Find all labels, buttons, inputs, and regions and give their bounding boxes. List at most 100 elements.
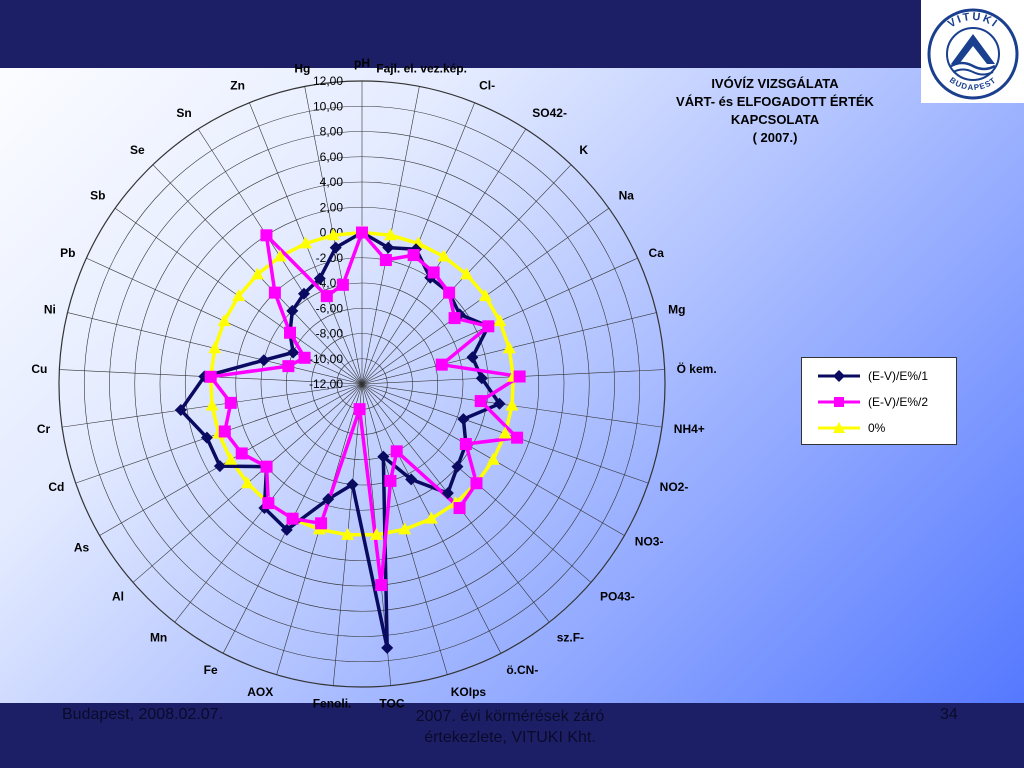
- legend-symbol-diamond: [818, 370, 860, 382]
- category-label: Fenoli.: [313, 697, 352, 711]
- category-label: Se: [130, 143, 145, 157]
- data-point-square: [260, 229, 273, 242]
- category-label: pH: [354, 56, 370, 70]
- vituki-logo: VITUKI BUDAPEST: [921, 0, 1024, 103]
- data-point-square: [474, 395, 487, 408]
- data-point-square: [286, 512, 299, 525]
- category-label: Al: [112, 589, 124, 603]
- data-point-square: [262, 497, 275, 510]
- data-point-square: [224, 396, 237, 409]
- data-point-triangle: [437, 249, 451, 262]
- data-point-diamond: [200, 431, 213, 444]
- data-point-triangle: [505, 398, 519, 411]
- data-point-square: [448, 312, 461, 325]
- data-point-square: [375, 579, 388, 592]
- data-point-diamond: [174, 404, 187, 417]
- data-point-square: [427, 266, 440, 279]
- data-point-triangle: [232, 289, 246, 302]
- category-label: Cr: [37, 422, 51, 436]
- radial-tick-label: -8,00: [316, 327, 344, 341]
- data-point-square: [470, 477, 483, 490]
- category-label: sz.F-: [557, 631, 584, 645]
- data-point-square: [390, 445, 403, 458]
- radar-grid: [58, 80, 666, 688]
- data-point-square: [204, 370, 217, 383]
- data-point-triangle: [299, 236, 313, 249]
- page-number: 34: [940, 706, 958, 723]
- category-label: Cu: [31, 362, 47, 376]
- legend-entry: (E-V)/E%/1: [802, 366, 956, 386]
- data-point-triangle: [273, 249, 287, 262]
- data-point-diamond: [329, 241, 342, 254]
- data-point-triangle: [398, 522, 412, 535]
- data-point-square: [353, 403, 366, 416]
- data-point-triangle: [326, 228, 340, 241]
- category-label: NO2-: [660, 480, 689, 494]
- radial-tick-label: -6,00: [316, 301, 344, 315]
- category-label: Sb: [90, 188, 105, 202]
- data-point-diamond: [280, 523, 293, 536]
- data-point-diamond: [322, 493, 335, 506]
- chart-title: IVÓVÍZ VIZSGÁLATA VÁRT- és ELFOGADOTT ÉR…: [620, 75, 930, 147]
- chart-title-line: KAPCSOLATA: [730, 112, 820, 127]
- data-point-square: [320, 290, 333, 303]
- category-label: Mn: [150, 631, 167, 645]
- data-point-square: [336, 278, 349, 291]
- legend-entry: 0%: [802, 418, 956, 438]
- data-point-square: [298, 351, 311, 364]
- data-point-triangle: [460, 267, 474, 280]
- data-point-triangle: [341, 527, 355, 540]
- footer-event: 2007. évi körmérések záró értekezlete, V…: [360, 706, 660, 748]
- data-point-square: [443, 286, 456, 299]
- data-point-diamond: [286, 304, 299, 317]
- data-point-square: [511, 431, 524, 444]
- data-point-diamond: [405, 473, 418, 486]
- category-label: KOIps: [451, 685, 487, 699]
- data-series: [174, 225, 526, 654]
- chart-title-line: IVÓVÍZ VIZSGÁLATA: [711, 76, 839, 91]
- data-point-diamond: [451, 460, 464, 473]
- chart-title-line: ( 2007.): [752, 130, 798, 145]
- data-point-square: [218, 425, 231, 438]
- radial-tick-labels: 12,0010,008,006,004,002,000,00-2,00-4,00…: [309, 74, 343, 391]
- category-label: Zn: [230, 79, 245, 93]
- data-point-square: [282, 360, 295, 373]
- data-point-diamond: [441, 487, 454, 500]
- radial-tick-label: 6,00: [320, 150, 344, 164]
- category-label: NO3-: [635, 535, 664, 549]
- data-point-square: [513, 370, 526, 383]
- data-point-triangle: [493, 314, 507, 327]
- data-point-diamond: [382, 241, 395, 254]
- data-point-square: [453, 502, 466, 515]
- category-label: Sn: [176, 106, 191, 120]
- data-point-triangle: [250, 267, 264, 280]
- legend-symbol-square: [818, 397, 860, 407]
- top-banner: [0, 0, 1024, 68]
- radial-tick-label: -12,00: [309, 377, 343, 391]
- category-label: NH4+: [674, 422, 705, 436]
- legend-label: (E-V)/E%/2: [868, 395, 929, 409]
- bottom-banner: [0, 703, 1024, 768]
- data-point-triangle: [502, 341, 516, 354]
- data-point-diamond: [475, 372, 488, 385]
- category-label: ö.CN-: [506, 663, 538, 677]
- radial-tick-label: 12,00: [313, 74, 343, 88]
- data-point-square: [284, 326, 297, 339]
- chart-title-line: VÁRT- és ELFOGADOTT ÉRTÉK: [676, 94, 874, 109]
- data-point-square: [407, 249, 420, 262]
- data-point-diamond: [346, 478, 359, 491]
- data-point-diamond: [313, 272, 326, 285]
- radial-tick-label: 4,00: [320, 175, 344, 189]
- footer-date: Budapest, 2008.02.07.: [62, 706, 224, 723]
- category-label: K: [579, 143, 588, 157]
- data-point-triangle: [384, 228, 398, 241]
- legend-label: 0%: [868, 421, 886, 435]
- category-label: Pb: [60, 246, 75, 260]
- data-point-square: [356, 226, 368, 239]
- data-point-square: [235, 447, 248, 460]
- data-point-square: [435, 358, 448, 371]
- category-label: Cl-: [479, 79, 495, 93]
- data-point-triangle: [205, 398, 219, 411]
